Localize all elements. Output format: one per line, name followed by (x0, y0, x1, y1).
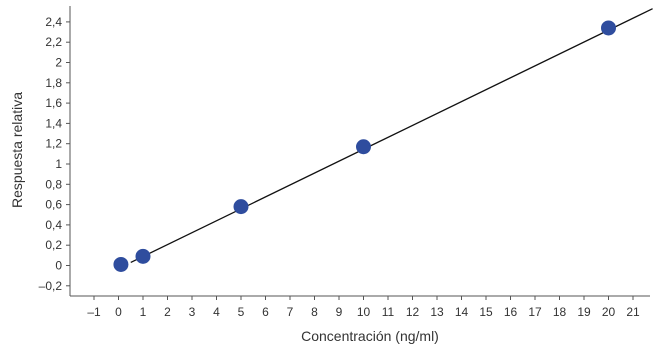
y-tick-label: 1,6 (45, 96, 62, 110)
x-tick-label: 8 (311, 305, 318, 319)
x-tick-label: 21 (626, 305, 640, 319)
x-tick-label: 5 (238, 305, 245, 319)
y-tick-label: 1,4 (45, 116, 62, 130)
x-tick-label: 0 (115, 305, 122, 319)
y-tick-label: 0,6 (45, 198, 62, 212)
y-tick-label: 0,2 (45, 238, 62, 252)
x-tick-label: 7 (287, 305, 294, 319)
y-axis-title: Respuesta relativa (9, 92, 25, 208)
x-tick-label: 4 (213, 305, 220, 319)
x-tick-label: 10 (357, 305, 371, 319)
y-tick-label: –0,2 (39, 279, 63, 293)
fit-line (130, 8, 653, 264)
x-tick-label: 17 (528, 305, 542, 319)
x-tick-label: 6 (262, 305, 269, 319)
x-tick-label: 2 (164, 305, 171, 319)
x-axis-title: Concentración (ng/ml) (301, 328, 439, 344)
x-tick-label: 11 (382, 305, 395, 319)
x-tick-label: 20 (602, 305, 616, 319)
y-axis: –0,2 0 0,2 0,4 0,6 0,8 1 1,2 1,4 1,6 1,8 2 2,2 2,4 (39, 6, 71, 296)
y-tick-label: 0 (55, 259, 62, 273)
x-tick-label: 18 (553, 305, 567, 319)
x-tick-label: 15 (479, 305, 493, 319)
fit-line-group (130, 8, 653, 264)
y-tick-label: 2,4 (45, 15, 62, 29)
data-points (113, 20, 616, 272)
x-tick-label: 13 (430, 305, 444, 319)
x-tick-label: 3 (189, 305, 196, 319)
x-axis: –1 0 1 2 3 4 5 6 7 8 9 10 11 12 13 14 15 16 17 18 19 20 21 (70, 295, 650, 319)
x-tick-label: –1 (87, 305, 101, 319)
y-tick-label: 0,4 (45, 218, 62, 232)
y-tick-label: 1,2 (45, 137, 62, 151)
y-tick-label: 0,8 (45, 177, 62, 191)
x-tick-label: 1 (140, 305, 147, 319)
data-point (233, 199, 249, 215)
y-tick-label: 1,8 (45, 76, 62, 90)
x-tick-label: 14 (455, 305, 469, 319)
y-tick-label: 2 (55, 56, 62, 70)
y-tick-label: 1 (55, 157, 62, 171)
data-point (356, 139, 371, 155)
x-tick-label: 9 (336, 305, 343, 319)
x-tick-label: 19 (577, 305, 591, 319)
data-point (135, 248, 151, 264)
y-tick-label: 2,2 (45, 35, 62, 49)
data-point (601, 20, 616, 36)
x-tick-label: 12 (406, 305, 420, 319)
data-point (113, 256, 129, 272)
x-tick-label: 16 (504, 305, 518, 319)
